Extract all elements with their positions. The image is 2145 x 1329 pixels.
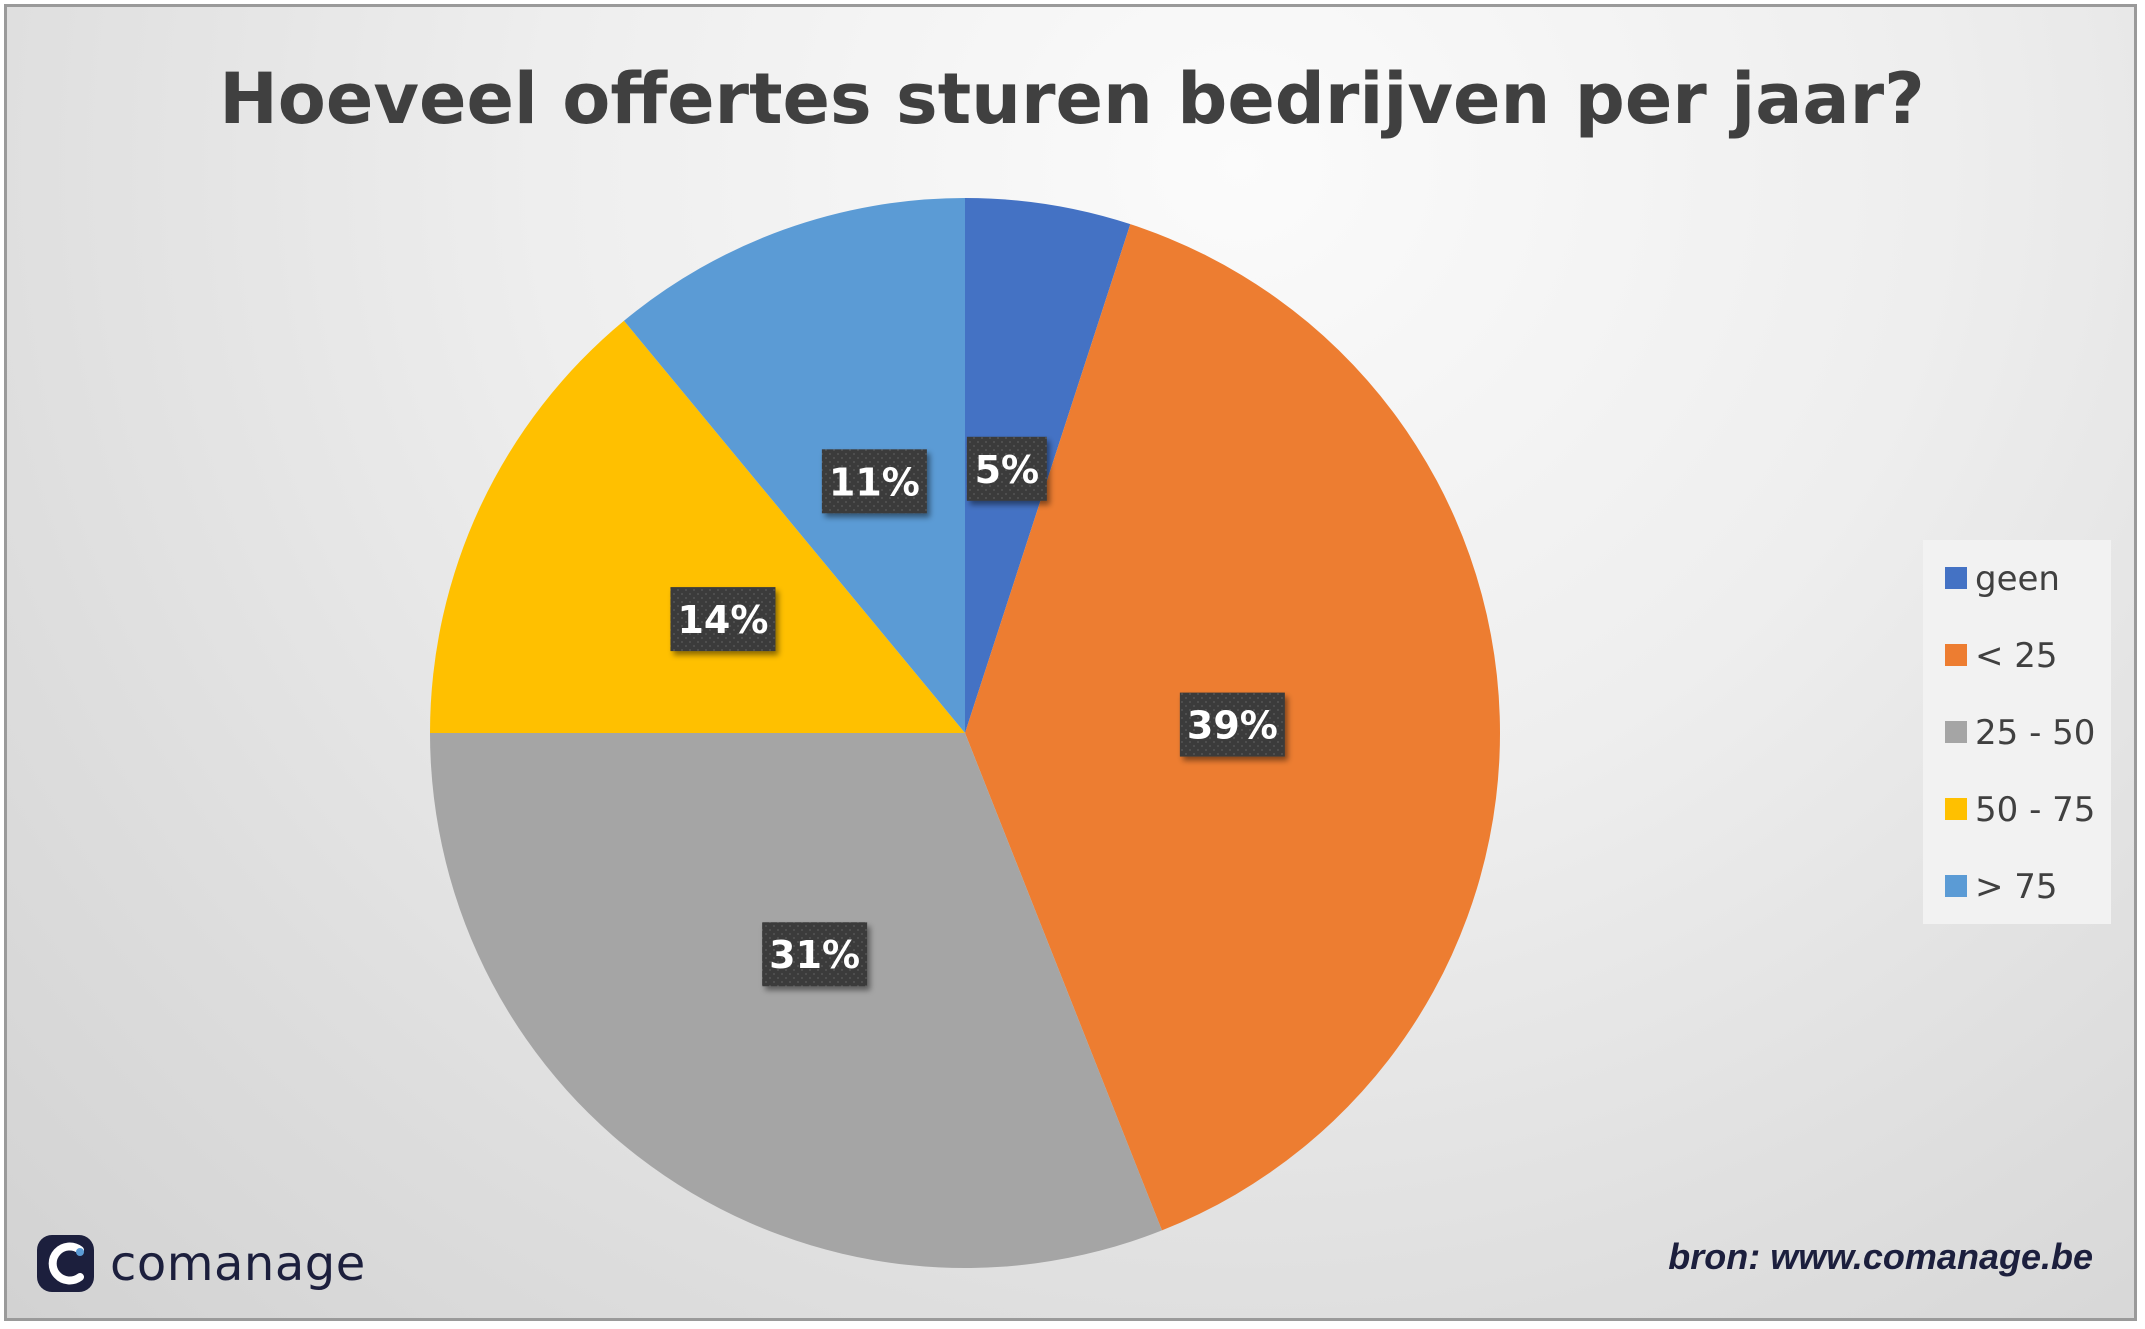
- pie-slice-25-50: [430, 733, 1162, 1268]
- data-label-text: 5%: [975, 448, 1040, 492]
- legend: geen < 25 25 - 50 50 - 75 > 75: [1923, 540, 2111, 924]
- legend-swatch: [1945, 798, 1967, 820]
- legend-swatch: [1945, 644, 1967, 666]
- data-label-geen: 5%: [966, 436, 1047, 501]
- legend-label: < 25: [1975, 636, 2058, 676]
- source-text: bron: www.comanage.be: [1668, 1236, 2093, 1277]
- data-label-text: 11%: [829, 460, 920, 504]
- brand-name: comanage: [110, 1236, 366, 1292]
- pie-slice-50-75: [430, 320, 965, 733]
- data-label-text: 14%: [677, 598, 768, 642]
- legend-label: > 75: [1975, 867, 2058, 907]
- legend-swatch: [1945, 721, 1967, 743]
- data-labels: 5% 39% 31% 14% 11%: [670, 436, 1285, 987]
- legend-swatch: [1945, 875, 1967, 897]
- legend-item-lt-25: < 25: [1945, 636, 2058, 676]
- chart-title: Hoeveel offertes sturen bedrijven per ja…: [219, 58, 1925, 140]
- pie-slices: [430, 198, 1500, 1268]
- legend-label: 25 - 50: [1975, 713, 2095, 753]
- pie-slice-gt-75: [623, 198, 965, 733]
- data-label-lt-25: 39%: [1179, 692, 1285, 757]
- legend-item-25-50: 25 - 50: [1945, 713, 2095, 753]
- legend-label: 50 - 75: [1975, 790, 2095, 830]
- data-label-gt-75: 11%: [821, 449, 927, 514]
- legend-item-geen: geen: [1945, 559, 2060, 599]
- data-label-text: 31%: [769, 933, 860, 977]
- legend-item-gt-75: > 75: [1945, 867, 2058, 907]
- comanage-c-logo-icon: [37, 1235, 94, 1292]
- data-label-50-75: 14%: [670, 587, 776, 652]
- legend-item-50-75: 50 - 75: [1945, 790, 2095, 830]
- legend-label: geen: [1975, 559, 2060, 599]
- data-label-text: 39%: [1187, 704, 1278, 748]
- pie-slice-geen: [965, 198, 1131, 733]
- legend-swatch: [1945, 567, 1967, 589]
- data-label-25-50: 31%: [762, 922, 868, 987]
